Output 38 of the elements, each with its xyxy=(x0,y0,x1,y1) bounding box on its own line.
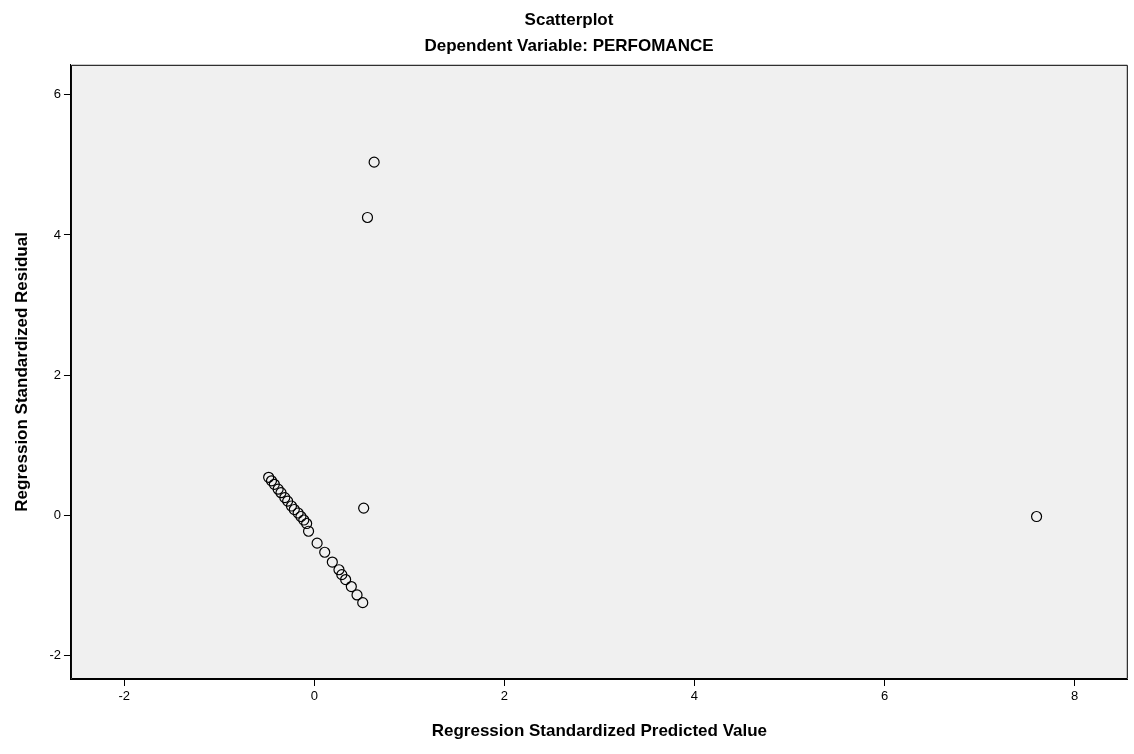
point xyxy=(336,569,348,581)
chart-subtitle: Dependent Variable: PERFOMANCE xyxy=(424,36,714,56)
point xyxy=(326,556,338,568)
point xyxy=(333,564,345,576)
point xyxy=(272,483,284,495)
point xyxy=(358,502,370,514)
point xyxy=(351,589,363,601)
chart-title: Scatterplot xyxy=(524,9,614,29)
point xyxy=(295,510,307,523)
x-tick-label: 4 xyxy=(690,688,699,704)
point xyxy=(288,503,300,516)
point xyxy=(340,573,352,586)
x-tick-label: 6 xyxy=(880,688,889,704)
point xyxy=(1030,510,1043,523)
point xyxy=(302,525,315,537)
point xyxy=(368,156,380,168)
point xyxy=(361,211,374,224)
y-axis-title: Regression Standardized Residual xyxy=(11,232,31,512)
x-tick-label: 2 xyxy=(500,688,508,704)
x-tick-label: -2 xyxy=(118,688,130,704)
point xyxy=(357,597,369,609)
x-tick-label: 0 xyxy=(310,688,318,704)
y-tick-label: 0 xyxy=(53,506,61,522)
point xyxy=(263,471,275,483)
x-tick-label: 8 xyxy=(1070,688,1079,704)
point xyxy=(298,514,310,526)
y-tick-label: 4 xyxy=(53,226,61,242)
point xyxy=(311,537,323,549)
point xyxy=(301,517,313,530)
x-axis-title: Regression Standardized Predicted Value xyxy=(431,721,768,741)
y-tick-label: 2 xyxy=(53,366,61,382)
y-tick-label: 6 xyxy=(53,86,61,102)
point xyxy=(292,507,304,519)
point xyxy=(285,500,298,512)
point xyxy=(319,546,331,558)
y-tick-label: -2 xyxy=(49,646,61,662)
point xyxy=(345,580,357,593)
point xyxy=(275,487,287,499)
